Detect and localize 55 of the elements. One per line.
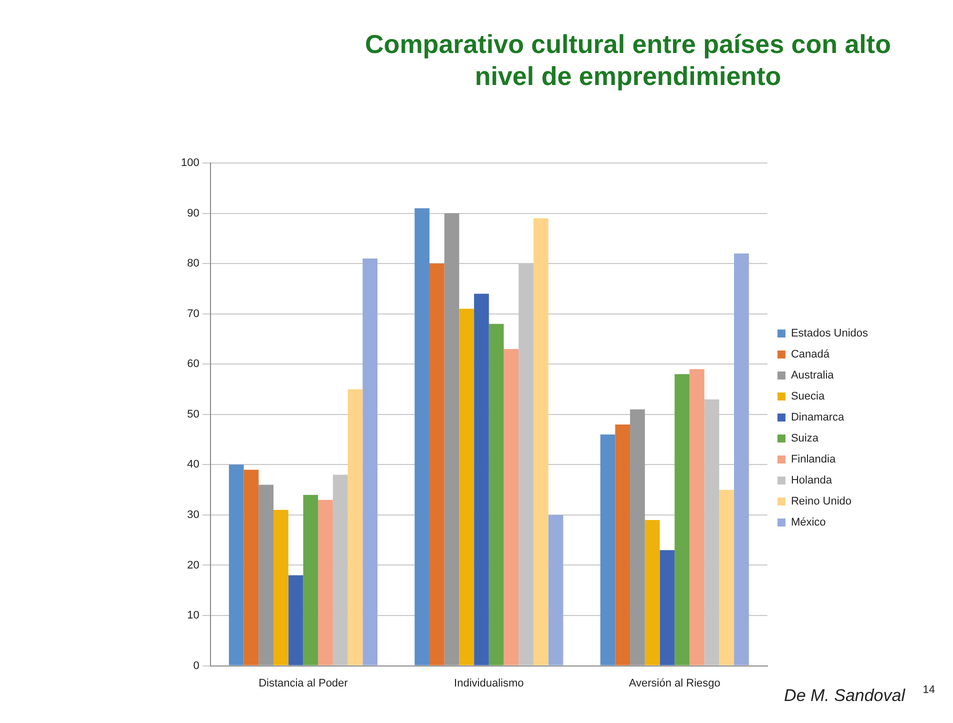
bar	[244, 470, 259, 666]
legend-label: Estados Unidos	[790, 328, 868, 340]
bar	[548, 514, 564, 666]
y-tick-label: 90	[187, 207, 200, 220]
bar	[630, 409, 645, 666]
bar	[660, 550, 675, 666]
legend-label: Holanda	[790, 474, 833, 487]
bar	[689, 369, 704, 666]
bar	[734, 254, 749, 666]
bar	[318, 500, 333, 666]
bar	[644, 520, 660, 666]
x-tick-label: Aversión al Riesgo	[628, 677, 720, 690]
y-tick-label: 60	[187, 358, 200, 370]
legend-label: Suiza	[790, 432, 820, 445]
y-tick-label: 70	[187, 308, 200, 320]
bar	[348, 389, 363, 666]
y-tick-label: 40	[187, 458, 200, 471]
bar	[288, 575, 304, 666]
y-tick-label: 20	[187, 559, 200, 572]
y-tick-label: 10	[187, 610, 200, 622]
bar	[362, 258, 378, 666]
y-tick-label: 50	[187, 408, 200, 420]
legend-label: Reino Unido	[790, 496, 852, 508]
text: 14	[922, 684, 935, 696]
bar	[332, 474, 348, 666]
legend-label: Suecia	[790, 390, 826, 403]
legend-label: Dinamarca	[790, 412, 846, 424]
bar	[414, 208, 430, 666]
y-tick-label: 30	[187, 508, 200, 521]
y-tick-label: 100	[180, 157, 200, 170]
text: De M. Sandoval	[784, 686, 905, 706]
bar	[488, 324, 504, 666]
bar	[303, 494, 318, 666]
legend-label: Australia	[790, 370, 835, 382]
bar	[674, 374, 690, 666]
bar	[444, 213, 460, 666]
bar	[474, 294, 489, 666]
bar	[615, 424, 630, 666]
y-tick-label: 0	[193, 660, 200, 672]
legend-label: Finlandia	[790, 454, 836, 466]
legend-label: Canadá	[790, 348, 830, 361]
bar	[258, 484, 274, 666]
x-tick-label: Distancia al Poder	[258, 677, 348, 690]
y-tick-label: 80	[187, 258, 200, 270]
legend-label: México	[790, 516, 826, 529]
bar	[504, 349, 519, 666]
bar	[429, 264, 444, 666]
bar	[459, 308, 474, 666]
x-tick-label: Individualismo	[454, 677, 524, 690]
bar	[533, 218, 548, 666]
bar	[719, 490, 734, 666]
bar	[273, 510, 288, 666]
bar	[600, 434, 616, 666]
chart-title: Comparativo cultural entre países con alto nivel de emprendimiento	[364, 28, 892, 92]
bar	[228, 464, 244, 666]
